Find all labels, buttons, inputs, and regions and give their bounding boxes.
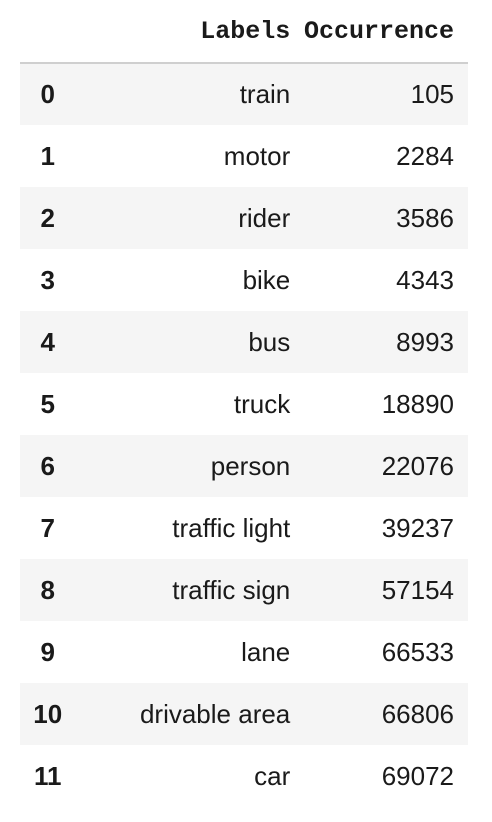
occurrence-cell: 66533 (381, 636, 454, 667)
row-index: 11 (33, 760, 62, 791)
occurrence-cell: 57154 (381, 574, 454, 605)
occurrence-cell: 3586 (396, 202, 454, 233)
occurrence-cell: 22076 (381, 450, 454, 481)
label-cell: motor (223, 140, 291, 171)
table-header: Labels Occurrence (20, 0, 468, 64)
row-index: 4 (40, 326, 55, 357)
row-index: 8 (40, 574, 55, 605)
table-row: 9 lane 66533 (20, 621, 468, 683)
label-cell: bus (248, 326, 291, 357)
label-cell: traffic light (172, 512, 291, 543)
header-row: Labels Occurrence (20, 0, 468, 64)
label-cell: bike (242, 264, 291, 295)
row-index: 3 (40, 264, 55, 295)
label-cell: lane (241, 636, 291, 667)
row-index: 2 (40, 202, 55, 233)
table-row: 0 train 105 (20, 63, 468, 125)
label-cell: car (254, 760, 291, 791)
row-index: 1 (40, 140, 55, 171)
table-row: 4 bus 8993 (20, 311, 468, 373)
row-index: 10 (33, 698, 63, 729)
occurrence-cell: 18890 (381, 388, 454, 419)
labels-column-header: Labels (75, 0, 303, 64)
table-row: 8 traffic sign 57154 (20, 559, 468, 621)
label-cell: person (210, 450, 291, 481)
index-column-header (20, 0, 76, 64)
row-index: 6 (40, 450, 55, 481)
occurrence-cell: 8993 (396, 326, 454, 357)
table-row: 7 traffic light 39237 (20, 497, 468, 559)
occurrence-cell: 105 (410, 79, 454, 109)
row-index: 0 (40, 79, 55, 109)
row-index: 5 (40, 388, 55, 419)
row-index: 9 (40, 636, 55, 667)
label-cell: train (239, 79, 291, 109)
row-index: 7 (40, 512, 55, 543)
labels-occurrence-table: Labels Occurrence 0 train 105 1 motor 2284 2 ri… (20, 0, 468, 807)
table-row: 6 person 22076 (20, 435, 468, 497)
dataframe-output: Labels Occurrence 0 train 105 1 motor 2284 2 ri… (20, 0, 468, 807)
label-cell: truck (233, 388, 291, 419)
occurrence-cell: 2284 (396, 140, 454, 171)
occurrence-column-header: Occurrence (302, 0, 468, 64)
occurrence-cell: 39237 (381, 512, 454, 543)
table-row: 1 motor 2284 (20, 125, 468, 187)
label-cell: rider (238, 202, 291, 233)
table-row: 5 truck 18890 (20, 373, 468, 435)
label-cell: drivable area (139, 698, 291, 729)
table-row: 11 car 69072 (20, 745, 468, 807)
table-row: 3 bike 4343 (20, 249, 468, 311)
occurrence-cell: 4343 (396, 264, 454, 295)
table-body: 0 train 105 1 motor 2284 2 rider 3586 3 bike 4343 4 b… (20, 63, 468, 807)
occurrence-cell: 66806 (381, 698, 454, 729)
table-row: 10 drivable area 66806 (20, 683, 468, 745)
label-cell: traffic sign (172, 574, 291, 605)
table-row: 2 rider 3586 (20, 187, 468, 249)
occurrence-cell: 69072 (381, 760, 454, 791)
